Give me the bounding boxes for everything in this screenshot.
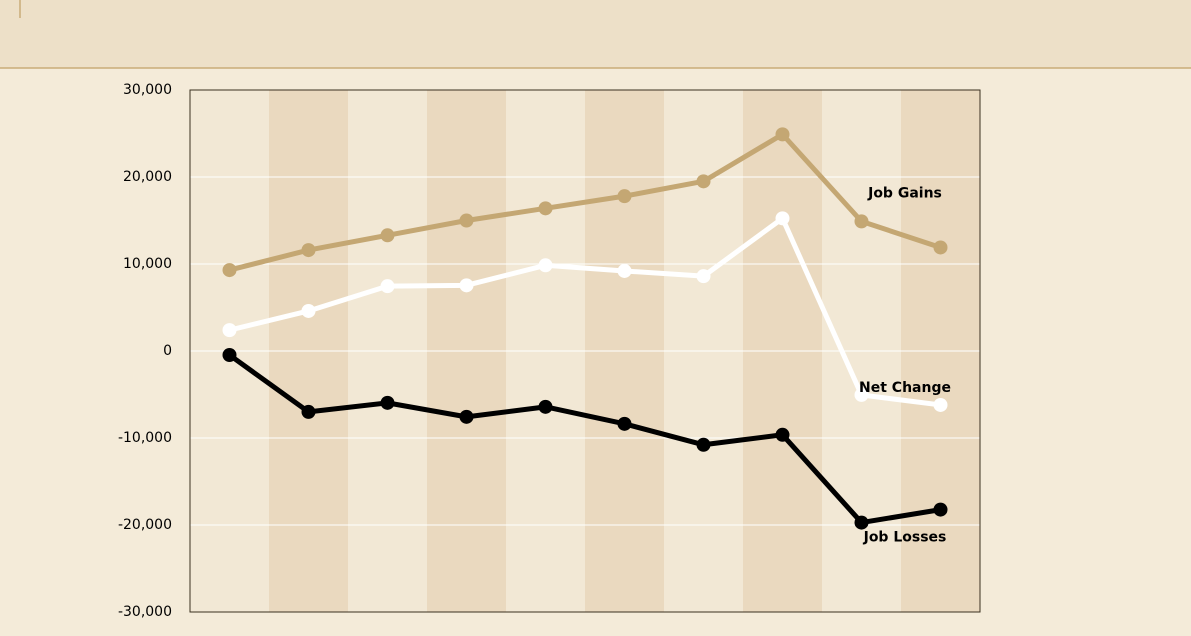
series-point: [459, 409, 474, 424]
plot-frame: [189, 89, 981, 613]
series-point: [380, 279, 395, 294]
series-label: Net Change: [859, 380, 951, 396]
y-tick-label: 10,000: [123, 256, 172, 272]
series-point: [617, 189, 632, 204]
series-point: [775, 427, 790, 442]
series-point: [301, 303, 316, 318]
series-point: [538, 201, 553, 216]
series-point: [696, 174, 711, 189]
series-point: [933, 502, 948, 517]
series-point: [617, 263, 632, 278]
series-point: [696, 437, 711, 452]
series-line: [228, 131, 942, 273]
series-point: [301, 243, 316, 258]
y-tick-label: 30,000: [123, 82, 172, 98]
y-tick-label: -10,000: [118, 430, 172, 446]
series-point: [854, 515, 869, 530]
series-point: [301, 404, 316, 419]
series-point: [459, 213, 474, 228]
series-point: [933, 240, 948, 255]
series-point: [380, 228, 395, 243]
series-point: [696, 269, 711, 284]
series-label: Job Gains: [867, 185, 942, 201]
series-point: [222, 348, 237, 363]
header-band: [0, 0, 1191, 68]
series-line: [228, 352, 941, 526]
series-point: [854, 387, 869, 402]
series-point: [775, 211, 790, 226]
series-point: [854, 214, 869, 229]
series-point: [459, 278, 474, 293]
series-line: [228, 215, 941, 408]
series-point: [222, 263, 237, 278]
series-label: Job Losses: [863, 530, 947, 546]
y-tick-label: -30,000: [118, 604, 172, 620]
series-point: [222, 323, 237, 338]
series-point: [775, 127, 790, 142]
series-point: [380, 395, 395, 410]
y-tick-label: -20,000: [118, 517, 172, 533]
series-point: [933, 397, 948, 412]
series-point: [538, 399, 553, 414]
series-point: [617, 416, 632, 431]
series-point: [538, 258, 553, 273]
y-tick-label: 20,000: [123, 169, 172, 185]
y-tick-label: 0: [163, 343, 172, 359]
